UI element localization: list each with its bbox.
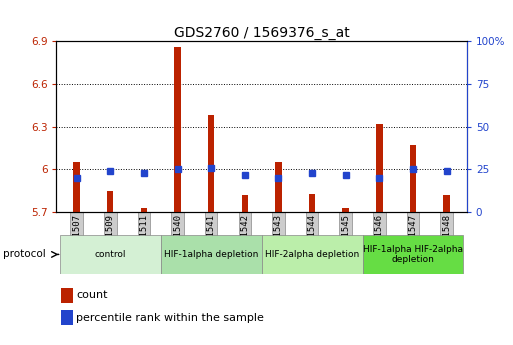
Bar xyxy=(343,208,349,212)
Bar xyxy=(443,195,450,212)
Bar xyxy=(242,195,248,212)
Title: GDS2760 / 1569376_s_at: GDS2760 / 1569376_s_at xyxy=(174,26,349,40)
Text: count: count xyxy=(76,290,108,300)
Bar xyxy=(208,115,214,212)
Bar xyxy=(174,47,181,212)
Bar xyxy=(61,288,73,303)
Bar xyxy=(309,194,315,212)
Text: protocol: protocol xyxy=(3,249,45,259)
Bar xyxy=(376,124,383,212)
Text: percentile rank within the sample: percentile rank within the sample xyxy=(76,313,264,323)
Bar xyxy=(410,145,416,212)
Bar xyxy=(275,162,282,212)
Text: HIF-1alpha HIF-2alpha
depletion: HIF-1alpha HIF-2alpha depletion xyxy=(363,245,463,264)
Text: HIF-2alpha depletion: HIF-2alpha depletion xyxy=(265,250,359,259)
Text: HIF-1alpha depletion: HIF-1alpha depletion xyxy=(164,250,259,259)
Bar xyxy=(363,235,463,274)
Bar xyxy=(61,310,73,325)
Bar xyxy=(141,208,147,212)
Bar xyxy=(262,235,363,274)
Bar xyxy=(107,191,113,212)
Bar xyxy=(60,235,161,274)
Bar xyxy=(73,162,80,212)
Text: control: control xyxy=(94,250,126,259)
Bar xyxy=(161,235,262,274)
